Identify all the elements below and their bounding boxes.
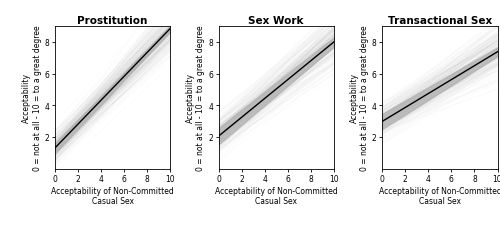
Y-axis label: Acceptability
0 = not at all - 10 = to a great degree: Acceptability 0 = not at all - 10 = to a…: [186, 25, 206, 170]
X-axis label: Acceptability of Non-Committed
Casual Sex: Acceptability of Non-Committed Casual Se…: [51, 186, 174, 205]
Title: Transactional Sex: Transactional Sex: [388, 16, 492, 26]
Title: Sex Work: Sex Work: [248, 16, 304, 26]
Title: Prostitution: Prostitution: [78, 16, 148, 26]
Y-axis label: Acceptability
0 = not at all - 10 = to a great degree: Acceptability 0 = not at all - 10 = to a…: [22, 25, 42, 170]
Y-axis label: Acceptability
0 = not at all - 10 = to a great degree: Acceptability 0 = not at all - 10 = to a…: [350, 25, 369, 170]
X-axis label: Acceptability of Non-Committed
Casual Sex: Acceptability of Non-Committed Casual Se…: [215, 186, 338, 205]
X-axis label: Acceptability of Non-Committed
Casual Sex: Acceptability of Non-Committed Casual Se…: [378, 186, 500, 205]
